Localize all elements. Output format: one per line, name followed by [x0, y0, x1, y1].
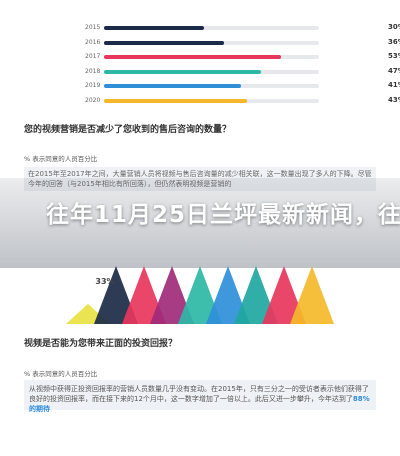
- bar-track: [104, 26, 319, 30]
- bar-year-label: 2016: [85, 38, 101, 46]
- triangle-mark: [290, 266, 334, 324]
- bar-row-2020: 2020 43%: [85, 95, 400, 110]
- bar-value-label: 41%: [388, 81, 400, 89]
- bar-year-label: 2018: [85, 67, 101, 75]
- headline[interactable]: 往年11月25日兰坪最新新闻，往年11月25日兰: [46, 202, 400, 228]
- triangle-chart: 33%: [0, 262, 400, 332]
- section1-body: 在2015年至2017年之间，大量营销人员将视频与售后咨询量的减少相关联，这一数…: [24, 167, 376, 191]
- bar-fill: [104, 55, 281, 59]
- bar-year-label: 2020: [85, 96, 101, 104]
- section2-body: 从视频中获得正投资回报率的营销人员数量几乎没有变动。在2015年，只有三分之一的…: [24, 380, 376, 413]
- section2-note: % 表示同意的人员百分比: [24, 370, 98, 378]
- bar-value-label: 36%: [388, 37, 400, 46]
- bar-fill: [104, 40, 224, 45]
- section2-question: 视频是否能为您带来正面的投资回报？: [24, 339, 178, 349]
- triangle-mark: [94, 266, 138, 324]
- triangle-mark: [122, 266, 166, 324]
- bar-year-label: 2019: [85, 82, 101, 89]
- triangle-svg: 33%: [66, 266, 334, 324]
- bar-value-label: 53%: [388, 52, 400, 60]
- headline-overlay: [0, 178, 400, 268]
- section1-question: 您的视频营销是否减少了您收到的售后咨询的数量？: [24, 125, 232, 135]
- bar-fill: [104, 98, 248, 103]
- triangle-value-label: 33%: [95, 277, 114, 286]
- bar-year-label: 2017: [85, 53, 101, 60]
- bar-value-label: 47%: [388, 66, 400, 75]
- bar-value-label: 30%: [388, 23, 400, 31]
- bar-fill: [104, 26, 204, 30]
- bar-row-2016: 2016 36%: [85, 37, 400, 52]
- triangle-mark: [150, 266, 194, 324]
- triangle-mark: [234, 266, 278, 324]
- bar-row-2018: 2018 47%: [85, 66, 400, 81]
- bar-chart: 2015 30% 2016 36% 2017 53% 2018 47% 2019 41% 2020 4…: [85, 22, 400, 110]
- triangle-mark: [206, 266, 250, 324]
- bar-row-2019: 2019 41%: [85, 80, 400, 95]
- bar-row-2015: 2015 30%: [85, 22, 400, 37]
- bar-fill: [104, 69, 261, 74]
- bar-row-2017: 2017 53%: [85, 51, 400, 66]
- triangle-mark: [178, 266, 222, 324]
- section2-highlight: 88%的期待: [29, 395, 370, 413]
- section1-note: % 表示同意的人员百分比: [24, 155, 98, 163]
- triangle-mark: [262, 266, 306, 324]
- section2-body-text: 从视频中获得正投资回报率的营销人员数量几乎没有变动。在2015年，只有三分之一的…: [29, 385, 369, 403]
- bar-year-label: 2015: [85, 24, 101, 31]
- bar-value-label: 43%: [388, 95, 400, 104]
- bar-fill: [104, 84, 241, 88]
